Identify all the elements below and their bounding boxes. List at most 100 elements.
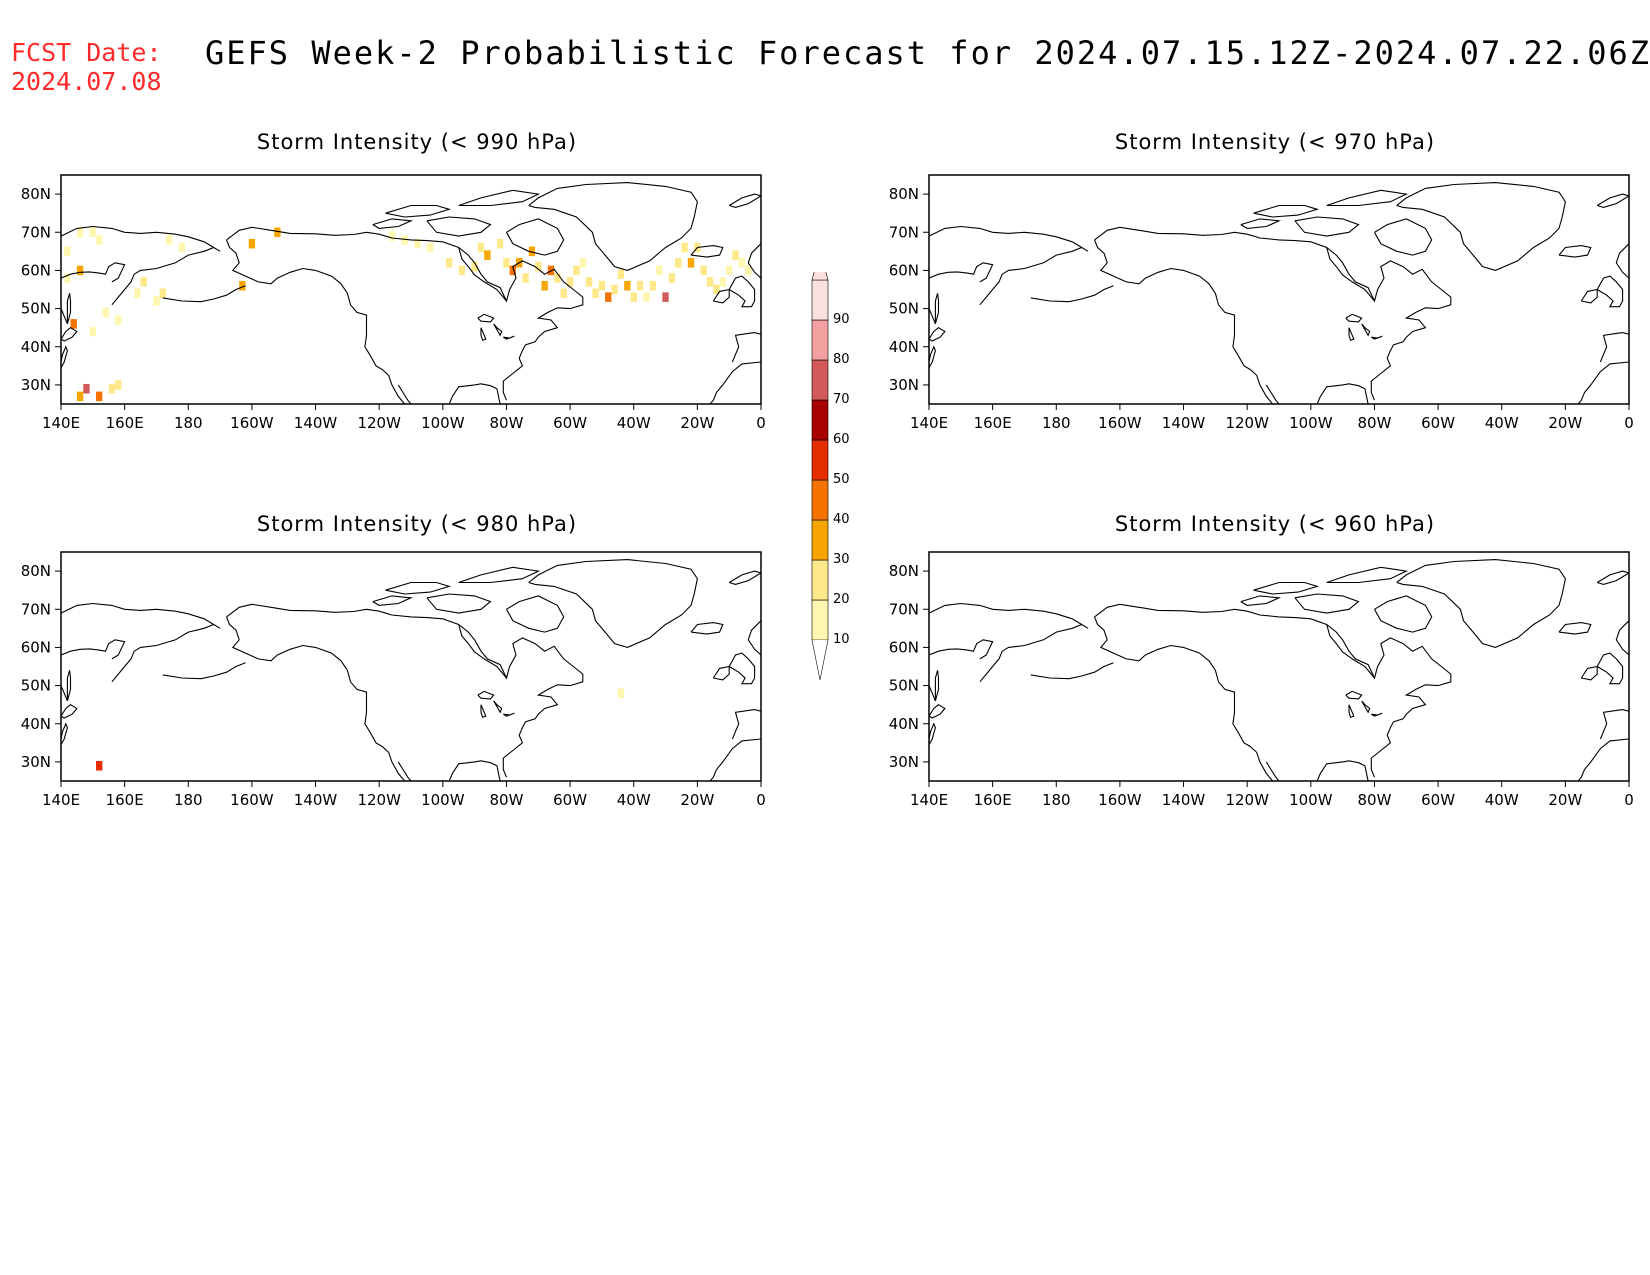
probability-cell — [115, 380, 122, 390]
coastline — [1577, 738, 1629, 781]
lon-tick-label: 20W — [1548, 414, 1582, 432]
lat-tick-label: 70N — [889, 223, 919, 241]
probability-cell — [706, 277, 714, 287]
lon-tick-label: 20W — [680, 414, 714, 432]
coastline — [397, 761, 412, 781]
coastline — [979, 623, 1089, 683]
coastline — [1294, 593, 1360, 614]
lon-tick-label: 160E — [974, 414, 1012, 432]
panel-title-980: Storm Intensity (< 980 hPa) — [256, 512, 578, 536]
probability-cell — [732, 250, 739, 260]
probability-cell — [134, 288, 141, 299]
lat-tick-label: 40N — [889, 715, 919, 733]
probability-cell — [496, 238, 504, 249]
colorbar: 10 20 30 40 50 60 70 80 90 — [811, 272, 850, 681]
coastline — [929, 308, 936, 325]
lat-tick-label: 80N — [889, 185, 919, 203]
colorbar-label: 40 — [833, 512, 850, 527]
lon-tick-label: 80W — [1357, 414, 1391, 432]
probability-cell — [446, 258, 453, 268]
coastline — [1345, 690, 1363, 700]
lat-tick-label: 60N — [889, 261, 919, 279]
coastline — [929, 722, 936, 746]
coastline — [226, 226, 584, 401]
coastline — [480, 704, 487, 719]
probability-cell — [159, 288, 166, 299]
coastline — [1265, 761, 1280, 781]
lon-tick-label: 0 — [1624, 414, 1634, 432]
probability-cell — [687, 258, 695, 268]
lat-tick-label: 50N — [21, 300, 51, 318]
lon-tick-label: 20W — [680, 791, 714, 809]
probability-cell — [573, 265, 580, 276]
coastline — [1326, 247, 1375, 302]
probability-cell — [503, 258, 510, 268]
lon-tick-label: 140W — [294, 414, 338, 432]
panel-title-960: Storm Intensity (< 960 hPa) — [1114, 512, 1436, 536]
coastline — [1599, 709, 1629, 740]
coastline — [728, 570, 761, 585]
colorbar-top-arrow — [811, 272, 829, 281]
coastline — [111, 623, 221, 683]
lat-tick-label: 40N — [21, 338, 51, 356]
coastline — [1580, 665, 1598, 681]
probability-cell — [248, 238, 256, 249]
coastline — [385, 204, 452, 218]
panel-980: Storm Intensity (< 980 hPa) — [0, 512, 770, 812]
coastline — [1240, 595, 1282, 606]
coastline — [225, 616, 406, 781]
probability-cell — [668, 273, 676, 283]
lat-tick-label: 30N — [889, 376, 919, 394]
coastline — [690, 622, 724, 635]
probability-cell — [388, 231, 396, 241]
coastline — [226, 603, 584, 778]
coastline — [1577, 361, 1629, 404]
coastline — [66, 670, 72, 702]
map-frame — [928, 551, 1630, 782]
lon-tick-label: 120W — [357, 414, 401, 432]
colorbar-segment — [811, 399, 829, 441]
coastline — [712, 288, 730, 304]
lat-tick-label: 80N — [21, 185, 51, 203]
lon-tick-label: 0 — [756, 791, 766, 809]
coastline — [61, 639, 126, 660]
lat-tick-label: 30N — [21, 753, 51, 771]
probability-cell — [656, 265, 663, 276]
coastline — [528, 182, 698, 271]
coastline — [934, 293, 940, 325]
lon-tick-label: 60W — [1421, 414, 1455, 432]
coastline — [1615, 620, 1629, 656]
lon-tick-label: 140E — [910, 791, 948, 809]
coastline — [225, 239, 406, 404]
colorbar-segment — [811, 519, 829, 561]
coastline — [1361, 700, 1371, 714]
lat-tick-label: 70N — [21, 600, 51, 618]
coastline — [1615, 243, 1629, 279]
probability-cell — [178, 242, 186, 253]
coastline — [1326, 566, 1409, 584]
colorbar-segment — [811, 279, 829, 321]
coastline — [162, 285, 246, 303]
coastline — [1558, 622, 1592, 635]
probability-cell — [89, 326, 96, 337]
probability-cell — [586, 277, 593, 287]
coastline — [426, 593, 492, 614]
probability-cell — [592, 288, 599, 299]
coastline — [690, 245, 724, 258]
probability-cell — [617, 269, 625, 280]
coastline — [503, 712, 515, 717]
coastline — [61, 722, 68, 746]
lon-tick-label: 160E — [106, 791, 144, 809]
probability-cell — [554, 273, 561, 283]
coastline — [1599, 332, 1629, 363]
lon-tick-label: 140W — [1162, 791, 1206, 809]
coastline — [929, 345, 936, 369]
coastline — [1580, 288, 1598, 304]
coastline — [458, 247, 507, 302]
map-frame — [928, 174, 1630, 405]
coastline — [1348, 327, 1355, 342]
coastline — [477, 690, 495, 700]
coastline — [1240, 218, 1282, 229]
probability-cell — [579, 258, 586, 268]
coastline — [61, 685, 68, 702]
